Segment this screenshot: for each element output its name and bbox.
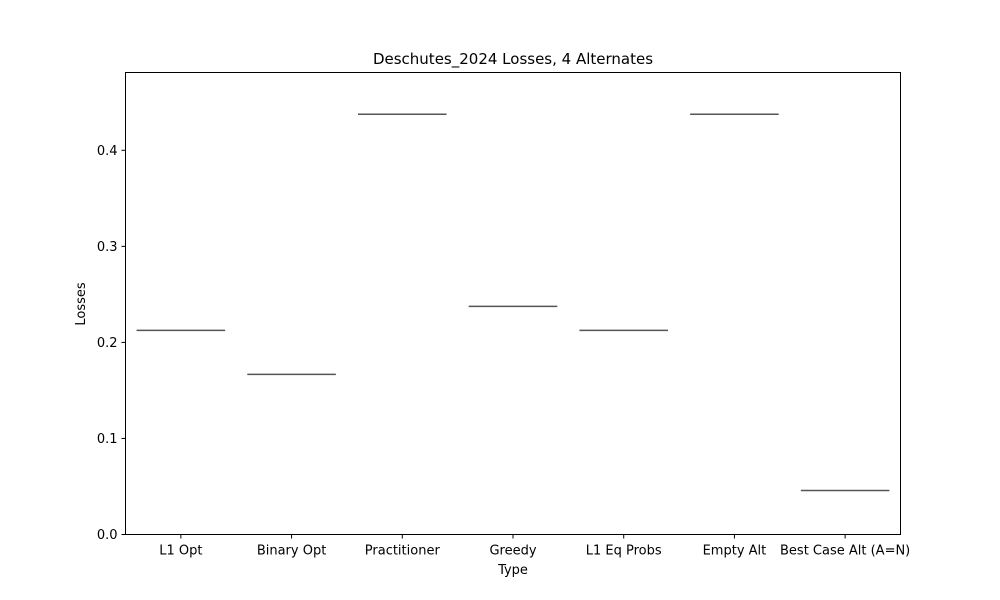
y-tick-label: 0.2 xyxy=(97,336,118,351)
plot-area xyxy=(125,72,901,535)
x-tick-label: Binary Opt xyxy=(257,544,327,559)
x-tick-label: Greedy xyxy=(489,544,536,559)
y-axis-label: Losses xyxy=(74,282,89,326)
x-tick-label: L1 Eq Probs xyxy=(586,544,662,559)
data-marks xyxy=(136,113,890,492)
y-tick-label: 0.1 xyxy=(97,432,118,447)
y-tick-label: 0.4 xyxy=(97,144,118,159)
x-axis: L1 Opt Binary Opt Practitioner Greedy L1 Eq … xyxy=(159,534,910,559)
x-tick-label: Best Case Alt (A=N) xyxy=(780,544,910,559)
chart-title: Deschutes_2024 Losses, 4 Alternates xyxy=(373,50,653,69)
y-tick-label: 0.3 xyxy=(97,240,118,255)
x-tick-label: Practitioner xyxy=(365,544,441,559)
x-axis-label: Type xyxy=(497,563,528,578)
x-tick-label: Empty Alt xyxy=(703,544,767,559)
x-tick-label: L1 Opt xyxy=(159,544,202,559)
y-axis: 0.0 0.1 0.2 0.3 0.4 xyxy=(97,144,126,543)
y-tick-label: 0.0 xyxy=(97,528,118,543)
